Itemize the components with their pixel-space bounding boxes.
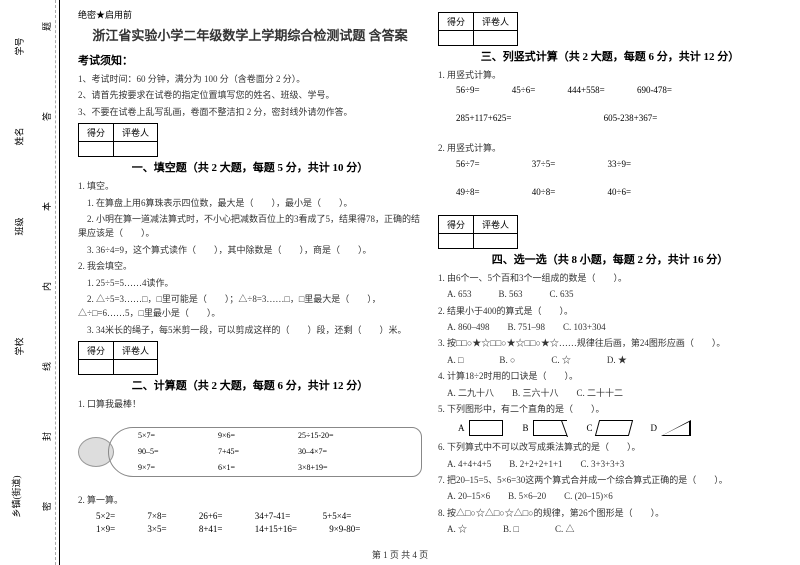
shape-c: C [587,420,631,436]
s2-q2: 2. 算一算。 [78,493,422,507]
s4-j5: A. ☆ B. □ C. △ [438,522,782,536]
seal-char-0: 题 [40,22,53,31]
seal-char-6: 密 [40,502,53,511]
calc-row-2: 1×9= 3×5= 8+41= 14+15+16= 9×9-80= [78,524,422,534]
score-box-4: 得分评卷人 [438,215,518,249]
worm-r3c1: 9×7= [138,463,155,472]
section-3-title: 三、列竖式计算（共 2 大题，每题 6 分，共计 12 分） [438,48,782,64]
s2-q1: 1. 口算我最棒！ [78,397,422,411]
worm-r3c2: 6×1= [218,463,235,472]
left-column: 绝密★启用前 浙江省实验小学二年级数学上学期综合检测试题 含答案 考试须知： 1… [70,8,430,557]
s4-i1: A. 653 B. 563 C. 635 [438,287,782,301]
trapezoid-icon [533,420,567,436]
s3-r4: 49÷8= 40÷8= 40÷6= [438,187,782,197]
parallelogram-icon [594,420,632,436]
seal-char-3: 内 [40,282,53,291]
rectangle-icon [469,420,503,436]
worm-r1c1: 5×7= [138,431,155,440]
s1-q1-2: 2. 小明在算一道减法算式时，不小心把减数百位上的3看成了5，结果得78，正确的… [78,212,422,241]
s3-q1: 1. 用竖式计算。 [438,68,782,82]
s4-i5: A. □ B. ○ C. ☆ D. ★ [438,353,782,367]
notice-2: 2、请首先按要求在试卷的指定位置填写您的姓名、班级、学号。 [78,88,422,102]
shape-d: D [651,420,692,436]
margin-field-id: 学号 [13,37,26,55]
s1-q2-3: 3. 34米长的绳子，每5米剪一段，可以剪成这样的（ ）段，还剩（ ）米。 [78,323,422,337]
page-footer: 第 1 页 共 4 页 [0,548,800,561]
notice-3: 3、不要在试卷上乱写乱画，卷面不整洁扣 2 分，密封线外请勿作答。 [78,105,422,119]
score-cell [79,142,114,157]
score-box-1: 得分评卷人 [78,123,158,157]
worm-r2c3: 30–4×7= [298,447,327,456]
s3-r1: 56÷9= 45÷6= 444+558= 690-478= [438,85,782,95]
s4-j1: A. 4+4+4+5 B. 2+2+2+1+1 C. 3+3+3+3 [438,457,782,471]
section-4-title: 四、选一选（共 8 小题，每题 2 分，共计 16 分） [438,251,782,267]
margin-field-school: 学校 [13,337,26,355]
worm-figure: 5×7= 9×6= 25÷15-20= 90–5= 7+45= 30–4×7= … [78,417,422,487]
shape-b: B [523,420,567,436]
dotted-line [55,0,56,565]
worm-r2c1: 90–5= [138,447,159,456]
s4-j3: A. 20–15×6 B. 5×6–20 C. (20–15)×6 [438,489,782,503]
s1-q1-3: 3. 36÷4=9，这个算式读作（ ），其中除数是（ ），商是（ ）。 [78,243,422,257]
s4-i2: 2. 结果小于400的算式是（ ）。 [438,304,782,318]
seal-char-5: 封 [40,432,53,441]
right-column: 得分评卷人 三、列竖式计算（共 2 大题，每题 6 分，共计 12 分） 1. … [430,8,790,557]
s4-i6: 4. 计算18÷2时用的口诀是（ ）。 [438,369,782,383]
margin-field-name: 姓名 [13,127,26,145]
s3-r3: 56÷7= 37÷5= 33÷9= [438,159,782,169]
grader-cell [114,142,158,157]
score-box-2: 得分评卷人 [78,341,158,375]
s3-q2: 2. 用竖式计算。 [438,141,782,155]
s4-j0: 6. 下列算式中不可以改写成乘法算式的是（ ）。 [438,440,782,454]
calc-row-1: 5×2= 7×8= 26+6= 34+7-41= 5+5×4= [78,511,422,521]
section-1-title: 一、填空题（共 2 大题，每题 5 分，共计 10 分） [78,159,422,175]
shape-a: A [458,420,503,436]
seal-char-1: 答 [40,112,53,121]
s4-j2: 7. 把20–15=5、5×6=30这两个算式合并成一个综合算式正确的是（ ）。 [438,473,782,487]
content-area: 绝密★启用前 浙江省实验小学二年级数学上学期综合检测试题 含答案 考试须知： 1… [60,0,800,565]
s1-q2-1: 1. 25÷5=5……4读作。 [78,276,422,290]
exam-page: 学号 姓名 班级 学校 乡镇(街道) 题 答 本 内 线 封 密 绝密★启用前 … [0,0,800,565]
margin-field-class: 班级 [13,217,26,235]
s3-r2: 285+117+625= 605-238+367= [438,113,782,123]
binding-margin: 学号 姓名 班级 学校 乡镇(街道) 题 答 本 内 线 封 密 [0,0,60,565]
triangle-icon [661,420,691,436]
s1-q1-1: 1. 在算盘上用6算珠表示四位数，最大是（ ），最小是（ ）。 [78,196,422,210]
grader-label: 评卷人 [114,124,158,142]
score-box-3: 得分评卷人 [438,12,518,46]
notice-1: 1、考试时间：60 分钟，满分为 100 分（含卷面分 2 分）。 [78,72,422,86]
s4-i8: 5. 下列图形中，有二个直角的是（ ）。 [438,402,782,416]
notice-heading: 考试须知： [78,52,422,68]
s1-q2-hd: 2. 我会填空。 [78,259,422,273]
worm-r3c3: 3×8+19= [298,463,328,472]
score-label: 得分 [79,124,114,142]
shape-options: A B C D [458,420,782,436]
s4-i3: A. 860–498 B. 751–98 C. 103+304 [438,320,782,334]
worm-r1c3: 25÷15-20= [298,431,334,440]
s4-i0: 1. 由6个一、5个百和3个一组成的数是（ ）。 [438,271,782,285]
s4-j4: 8. 按△□○☆△□○☆△□○的规律，第26个图形是（ ）。 [438,506,782,520]
secret-label: 绝密★启用前 [78,8,422,21]
worm-r1c2: 9×6= [218,431,235,440]
margin-field-town: 乡镇(街道) [10,476,23,518]
s1-q1-hd: 1. 填空。 [78,179,422,193]
s1-q2-2: 2. △÷5=3……□，□里可能是（ ）；△÷8=3……□，□里最大是（ ），△… [78,292,422,321]
exam-title: 浙江省实验小学二年级数学上学期综合检测试题 含答案 [78,25,422,44]
s4-i7: A. 二九十八 B. 三六十八 C. 二十十二 [438,386,782,400]
worm-r2c2: 7+45= [218,447,239,456]
section-2-title: 二、计算题（共 2 大题，每题 6 分，共计 12 分） [78,377,422,393]
seal-char-2: 本 [40,202,53,211]
seal-char-4: 线 [40,362,53,371]
s4-i4: 3. 按□□○★☆□□○★☆□□○★☆……规律往后画，第24图形应画（ ）。 [438,336,782,350]
